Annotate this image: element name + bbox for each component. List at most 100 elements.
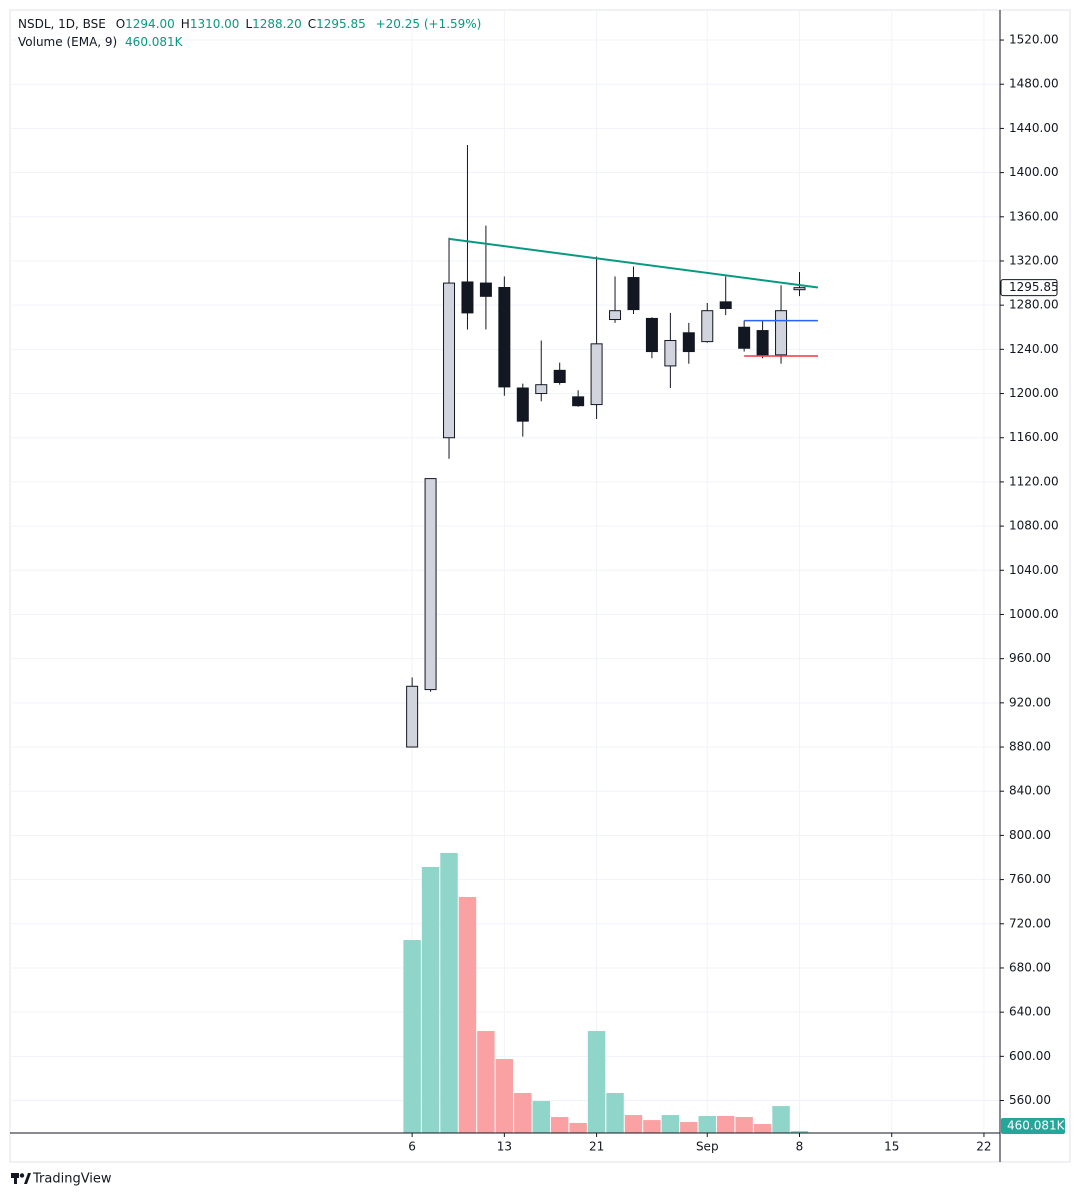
y-tick-label: 1320.00 [1009,253,1059,267]
candle-body [461,281,474,314]
volume-bar [772,1106,790,1133]
y-tick-label: 880.00 [1009,740,1051,754]
volume-bar [569,1122,587,1133]
ohlc-value: 1294.00 [125,17,175,31]
volume-bar [643,1120,661,1133]
plot [403,144,819,1133]
last-price-badge [1000,279,1058,297]
y-tick-label: 1200.00 [1009,386,1059,400]
candle-body [406,685,419,748]
indicator-header: Volume (EMA, 9) 460.081K [18,35,184,49]
candle-body [535,384,548,395]
candle-body [701,310,714,343]
candle-body [645,317,658,353]
ohlc-value: 1288.20 [252,17,302,31]
volume-bar [421,867,440,1133]
y-tick-label: 1240.00 [1009,342,1059,356]
y-tick-label: 1040.00 [1009,563,1059,577]
candle-body [424,478,437,691]
candle-body [756,330,769,356]
y-tick-label: 1440.00 [1009,121,1059,135]
brand-logo [11,1173,31,1184]
y-tick-label: 1400.00 [1009,165,1059,179]
indicator-axis-label: 460.081K [1007,1118,1066,1132]
candle-body [775,310,788,356]
candle-body [793,287,806,291]
volume-bar [495,1059,514,1133]
y-tick-label: 600.00 [1009,1049,1051,1063]
y-tick-label: 920.00 [1009,695,1051,709]
x-tick-label: 13 [497,1140,512,1154]
y-tick-label: 1280.00 [1009,298,1059,312]
frame [9,9,1071,1163]
y-tick-label: 1160.00 [1009,430,1059,444]
volume-bar [403,940,421,1133]
candle-body [479,282,492,297]
volume-bar [716,1115,735,1133]
volume-bar [440,853,458,1133]
x-tick-label: 15 [884,1140,899,1154]
volume-bar [458,896,477,1133]
x-tick-label: 21 [589,1140,604,1154]
candle-body [682,332,695,353]
candle-body [664,340,677,367]
x-tick-label: Sep [696,1140,719,1154]
volume-bar [680,1122,698,1133]
y-tick-label: 680.00 [1009,960,1051,974]
volume-bar [532,1101,550,1133]
ohlc-key: O [116,17,125,31]
candle-body [627,277,640,311]
candle-body [738,326,751,349]
candle-body [443,282,456,439]
candle-body [719,301,732,309]
y-tick-label: 1080.00 [1009,519,1059,533]
candle-body [572,396,585,407]
volume-bar [753,1124,772,1133]
candle-body [590,343,603,406]
ohlc-values: O1294.00 H1310.00 L1288.20 C1295.85 [116,17,366,31]
x-tick-label: 8 [796,1140,804,1154]
volume-bar [790,1131,809,1133]
last-price-label: 1295.85 [1009,280,1059,294]
change: +20.25 (+1.59%) [376,17,482,31]
axes: 560.00 600.00 640.00 680.00 720.00 760.00 800.… [408,33,1065,1154]
volume-bar [606,1092,624,1133]
volume-bar [735,1117,753,1133]
y-tick-label: 720.00 [1009,916,1051,930]
y-tick-label: 840.00 [1009,784,1051,798]
brand: TradingView [32,1172,112,1187]
volume-bar [550,1117,569,1133]
y-tick-label: 1120.00 [1009,474,1059,488]
volume-bar [514,1092,532,1133]
volume-bar [698,1115,716,1133]
ohlc-key: L [245,17,252,31]
y-tick-label: 1480.00 [1009,77,1059,91]
y-tick-label: 960.00 [1009,651,1051,665]
y-tick-label: 760.00 [1009,872,1051,886]
volume-bar [477,1031,495,1133]
candle-body [553,369,566,383]
candle-body [516,387,529,422]
ohlc-key: H [181,17,190,31]
y-tick-label: 1360.00 [1009,209,1059,223]
candle-body [609,310,622,321]
candle-body [498,286,511,388]
drawn-line [448,237,819,289]
ohlc-value: 1310.00 [190,17,240,31]
symbol: NSDL, 1D, BSE [18,17,106,31]
x-tick-label: 6 [408,1140,416,1154]
y-tick-label: 640.00 [1009,1005,1051,1019]
y-tick-label: 560.00 [1009,1093,1051,1107]
indicator-name: Volume (EMA, 9) [18,35,117,49]
volume-bar [661,1115,680,1133]
indicator-badge [1001,1117,1065,1134]
volume-bar [587,1031,606,1133]
ohlc-value: 1295.85 [316,17,366,31]
y-tick-label: 1000.00 [1009,607,1059,621]
y-tick-label: 800.00 [1009,828,1051,842]
grid [10,10,1000,1133]
x-tick-label: 22 [976,1140,991,1154]
indicator-value: 460.081K [125,35,184,49]
